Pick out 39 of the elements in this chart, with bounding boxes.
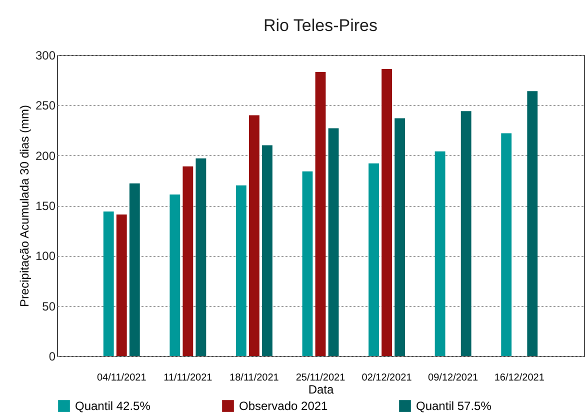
bar bbox=[116, 214, 127, 356]
legend-label: Observado 2021 bbox=[239, 399, 328, 413]
bar bbox=[182, 166, 194, 356]
bar bbox=[262, 145, 272, 356]
bar bbox=[129, 183, 140, 356]
bar bbox=[236, 185, 246, 356]
bar bbox=[394, 118, 406, 356]
bar bbox=[103, 212, 114, 356]
bar bbox=[382, 69, 392, 356]
bar bbox=[527, 91, 538, 356]
bar bbox=[170, 194, 180, 356]
bar bbox=[460, 111, 472, 356]
x-tick-label: 09/12/2021 bbox=[428, 372, 479, 384]
y-tick-label: 300 bbox=[35, 48, 56, 62]
chart-title: Rio Teles-Pires bbox=[263, 16, 378, 35]
bar bbox=[368, 163, 379, 356]
y-tick-label: 0 bbox=[48, 350, 56, 364]
y-tick-label: 250 bbox=[35, 98, 56, 113]
x-tick-label: 11/11/2021 bbox=[164, 372, 213, 384]
y-tick-label: 100 bbox=[35, 249, 56, 264]
legend-label: Quantil 57.5% bbox=[416, 399, 492, 413]
y-axis-title: Precipitação Acumulada 30 dias (mm) bbox=[17, 104, 32, 308]
x-tick-label: 04/11/2021 bbox=[96, 372, 147, 384]
bar bbox=[315, 72, 326, 356]
x-tick-label: 25/11/2021 bbox=[296, 372, 346, 384]
x-tick-label: 02/12/2021 bbox=[362, 372, 412, 384]
x-tick-label: 18/11/2021 bbox=[230, 372, 280, 384]
y-tick-label: 50 bbox=[42, 299, 56, 314]
y-tick-label: 200 bbox=[35, 148, 56, 163]
legend-label: Quantil 42.5% bbox=[75, 399, 151, 413]
bar bbox=[328, 128, 339, 356]
y-tick-label: 150 bbox=[35, 199, 56, 213]
x-tick-label: 16/12/2021 bbox=[494, 372, 545, 384]
x-axis-title: Data bbox=[308, 382, 334, 396]
bar bbox=[196, 158, 206, 356]
bar bbox=[501, 133, 512, 356]
bar bbox=[249, 115, 260, 356]
bar bbox=[302, 171, 313, 356]
bar bbox=[434, 151, 446, 356]
